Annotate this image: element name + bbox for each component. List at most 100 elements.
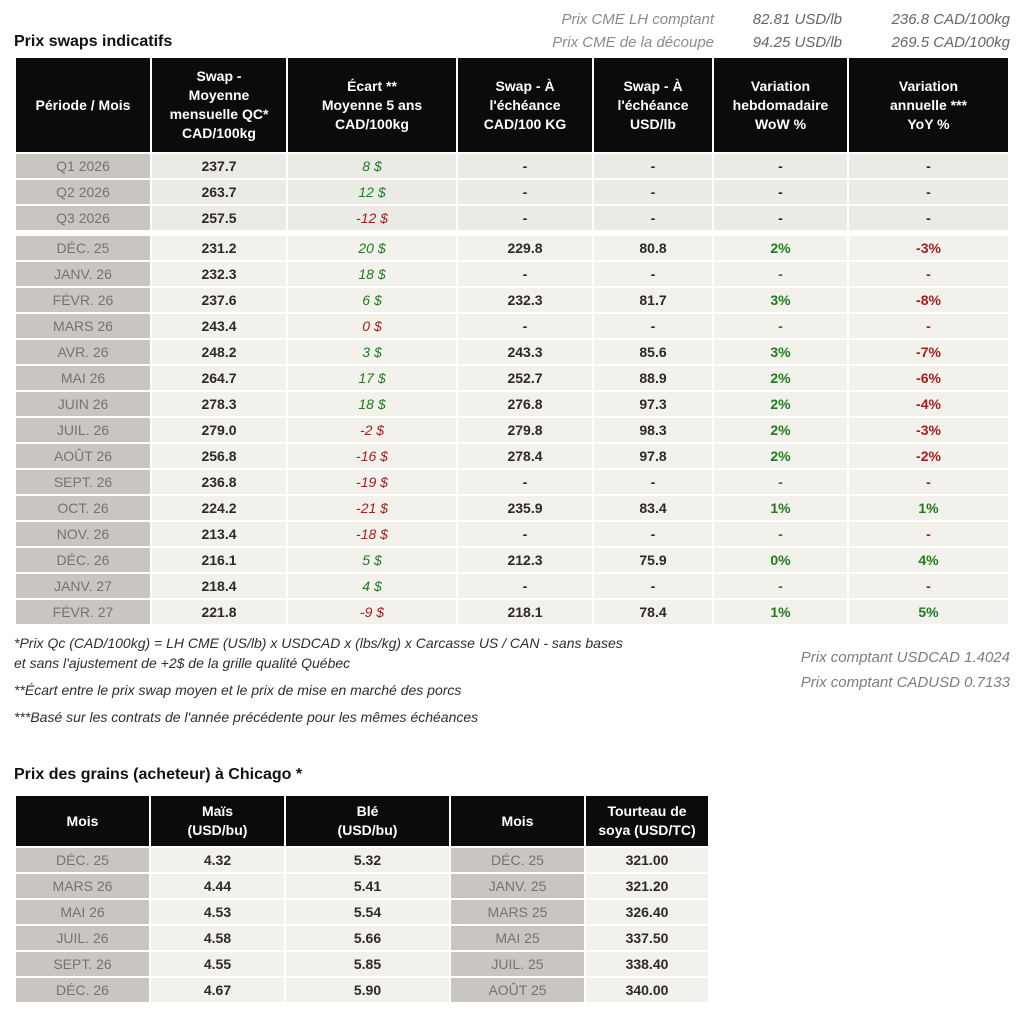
cell-period: MARS 26 bbox=[16, 874, 149, 898]
cell-var: 3% bbox=[714, 340, 847, 364]
cell-period: MARS 25 bbox=[451, 900, 584, 924]
cell-val: 248.2 bbox=[152, 340, 286, 364]
header-row: Période / Mois Swap - Moyenne mensuelle Q… bbox=[16, 58, 1008, 152]
cell-ecart: -12 $ bbox=[288, 206, 456, 230]
cell-period: JUIN 26 bbox=[16, 392, 150, 416]
swaps-footnotes: *Prix Qc (CAD/100kg) = LH CME (US/lb) x … bbox=[14, 633, 1010, 734]
cell-var: -8% bbox=[849, 288, 1008, 312]
cell-var: 4% bbox=[849, 548, 1008, 572]
column-header: Swap - À l'échéance USD/lb bbox=[594, 58, 712, 152]
cell-val: 4.44 bbox=[151, 874, 284, 898]
column-header: Swap - Moyenne mensuelle QC* CAD/100kg bbox=[152, 58, 286, 152]
table-row: JUIN 26 278.3 18 $276.8 97.3 2% -4% bbox=[16, 392, 1008, 416]
cell-val: 97.8 bbox=[594, 444, 712, 468]
cell-period: DÉC. 26 bbox=[16, 978, 149, 1002]
cell-var: -3% bbox=[849, 418, 1008, 442]
cell-var: 2% bbox=[714, 366, 847, 390]
cell-var: - bbox=[714, 154, 847, 178]
cell-var: -7% bbox=[849, 340, 1008, 364]
cme-lh-label: Prix CME LH comptant bbox=[561, 11, 714, 28]
cell-period: SEPT. 26 bbox=[16, 470, 150, 494]
cell-var: -3% bbox=[849, 236, 1008, 260]
column-header: Blé (USD/bu) bbox=[286, 796, 449, 846]
cell-period: MARS 26 bbox=[16, 314, 150, 338]
cell-val: 321.00 bbox=[586, 848, 708, 872]
report-header: Prix swaps indicatifs Prix CME LH compta… bbox=[14, 8, 1010, 54]
table-row: MARS 26 4.44 5.41 JANV. 25 321.20 bbox=[16, 874, 708, 898]
cell-val: 5.54 bbox=[286, 900, 449, 924]
cell-val: 236.8 bbox=[152, 470, 286, 494]
cell-val: 326.40 bbox=[586, 900, 708, 924]
cell-ecart: 20 $ bbox=[288, 236, 456, 260]
column-header: Période / Mois bbox=[16, 58, 150, 152]
cell-val: 232.3 bbox=[152, 262, 286, 286]
table-row: Q3 2026 257.5 -12 $ - - - - bbox=[16, 206, 1008, 230]
cell-period: MAI 25 bbox=[451, 926, 584, 950]
cell-val: 221.8 bbox=[152, 600, 286, 624]
swaps-table-body: Q1 2026 237.7 8 $ - - - - Q2 2026 263.7 12 $ - - - - Q… bbox=[16, 154, 1008, 624]
cell-val: 229.8 bbox=[458, 236, 592, 260]
cell-val: 243.3 bbox=[458, 340, 592, 364]
cme-lh-usd-value: 82.81 USD/lb bbox=[752, 11, 842, 28]
cell-val: 83.4 bbox=[594, 496, 712, 520]
row-gap bbox=[16, 232, 1008, 234]
cell-val: 232.3 bbox=[458, 288, 592, 312]
cell-val: 278.3 bbox=[152, 392, 286, 416]
cell-var: 2% bbox=[714, 418, 847, 442]
table-row: FÉVR. 26 237.6 6 $232.3 81.7 3% -8% bbox=[16, 288, 1008, 312]
cell-var: - bbox=[714, 522, 847, 546]
cme-cutout-cad-value: 269.5 CAD/100kg bbox=[891, 34, 1010, 51]
table-row: DÉC. 26 4.67 5.90 AOÛT 25 340.00 bbox=[16, 978, 708, 1002]
footnote-ecart: **Écart entre le prix swap moyen et le p… bbox=[14, 682, 462, 698]
cell-var: - bbox=[714, 574, 847, 598]
cell-period: JANV. 27 bbox=[16, 574, 150, 598]
cell-val: 81.7 bbox=[594, 288, 712, 312]
cell-period: Q2 2026 bbox=[16, 180, 150, 204]
cell-var: 2% bbox=[714, 444, 847, 468]
cell-var: -6% bbox=[849, 366, 1008, 390]
cell-ecart: 8 $ bbox=[288, 154, 456, 178]
cell-var: - bbox=[849, 206, 1008, 230]
table-row: NOV. 26 213.4 -18 $ - - - - bbox=[16, 522, 1008, 546]
cell-var: 2% bbox=[714, 392, 847, 416]
cell-period: DÉC. 25 bbox=[16, 848, 149, 872]
cell-val: 4.58 bbox=[151, 926, 284, 950]
table-row: AVR. 26 248.2 3 $243.3 85.6 3% -7% bbox=[16, 340, 1008, 364]
cell-var: - bbox=[849, 522, 1008, 546]
column-header: Variation annuelle *** YoY % bbox=[849, 58, 1008, 152]
cell-ecart: -21 $ bbox=[288, 496, 456, 520]
cell-ecart: 12 $ bbox=[288, 180, 456, 204]
cme-price-row: Prix CME LH comptant 82.81 USD/lb 236.8 … bbox=[552, 8, 1010, 31]
cell-val: 80.8 bbox=[594, 236, 712, 260]
cell-period: DÉC. 26 bbox=[16, 548, 150, 572]
cell-val: 78.4 bbox=[594, 600, 712, 624]
cell-var: -4% bbox=[849, 392, 1008, 416]
cell-val: 252.7 bbox=[458, 366, 592, 390]
cell-ecart: -19 $ bbox=[288, 470, 456, 494]
cell-val: 218.4 bbox=[152, 574, 286, 598]
cell-val: 85.6 bbox=[594, 340, 712, 364]
cell-period: AOÛT 25 bbox=[451, 978, 584, 1002]
cell-var: 2% bbox=[714, 236, 847, 260]
cell-val: 5.66 bbox=[286, 926, 449, 950]
cell-val: - bbox=[594, 262, 712, 286]
cell-val: 237.6 bbox=[152, 288, 286, 312]
table-row: MAI 26 4.53 5.54 MARS 25 326.40 bbox=[16, 900, 708, 924]
cell-val: 257.5 bbox=[152, 206, 286, 230]
cell-var: - bbox=[714, 314, 847, 338]
cell-period: MAI 26 bbox=[16, 366, 150, 390]
cell-val: 231.2 bbox=[152, 236, 286, 260]
cell-val: - bbox=[594, 180, 712, 204]
cell-val: - bbox=[594, 154, 712, 178]
cell-ecart: -16 $ bbox=[288, 444, 456, 468]
cme-spot-prices: Prix CME LH comptant 82.81 USD/lb 236.8 … bbox=[552, 8, 1010, 54]
cell-period: NOV. 26 bbox=[16, 522, 150, 546]
footnote-list: *Prix Qc (CAD/100kg) = LH CME (US/lb) x … bbox=[14, 633, 720, 734]
swaps-section-title: Prix swaps indicatifs bbox=[14, 33, 173, 50]
table-row: JUIL. 26 4.58 5.66 MAI 25 337.50 bbox=[16, 926, 708, 950]
cell-val: 263.7 bbox=[152, 180, 286, 204]
cell-val: 340.00 bbox=[586, 978, 708, 1002]
cell-val: - bbox=[458, 574, 592, 598]
cell-val: 4.53 bbox=[151, 900, 284, 924]
